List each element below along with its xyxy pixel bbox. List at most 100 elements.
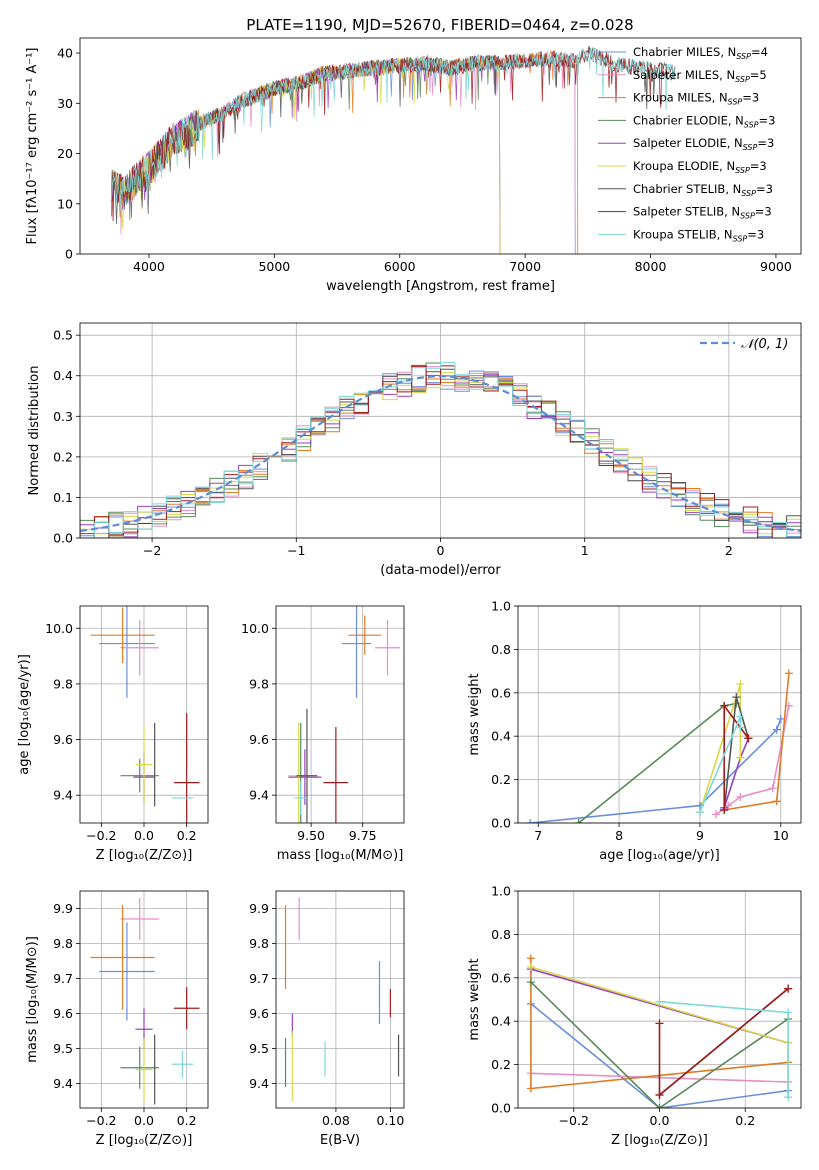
y-tick-label: 0.1	[53, 490, 73, 505]
plot-area	[284, 898, 400, 1101]
mass-weight-marker	[732, 693, 741, 702]
error-bar-point	[120, 898, 159, 940]
axes-frame	[517, 605, 802, 824]
y-tick-label: 0.0	[53, 531, 73, 546]
y-tick-label: 0.2	[491, 1057, 511, 1072]
error-bar-point	[375, 619, 400, 676]
mass-weight-marker	[712, 810, 721, 819]
error-bar-point	[288, 749, 322, 805]
plot-area	[90, 606, 200, 823]
legend-label: Kroupa MILES, NSSP=3	[633, 91, 759, 107]
x-tick-label: 1	[581, 543, 589, 558]
legend-label-suffix: =3	[755, 205, 772, 219]
legend-label-text: Chabrier ELODIE, N	[633, 113, 744, 127]
mass-weight-marker	[720, 701, 729, 710]
x-tick-label: 9.75	[349, 828, 377, 843]
plot-area	[526, 954, 793, 1108]
y-tick-label: 0.2	[53, 449, 73, 464]
legend-label-suffix: =3	[756, 182, 773, 196]
y-tick-label: 1.0	[491, 599, 511, 614]
x-tick-label: −0.2	[86, 1113, 116, 1128]
mass-weight-marker	[772, 725, 781, 734]
error-bar-point	[323, 727, 349, 823]
axes-frame	[275, 890, 405, 1109]
figure-title: PLATE=1190, MJD=52670, FIBERID=0464, z=0…	[246, 16, 633, 34]
plot-area	[90, 898, 200, 1105]
legend-label-suffix: =3	[742, 91, 759, 105]
y-tick-label: 0.5	[53, 328, 73, 343]
legend-label: Salpeter ELODIE, NSSP=3	[633, 136, 774, 152]
spectrum-panel: 4000 5000 6000 7000 8000 9000 0 10 20 30 40 wavelen…	[25, 37, 802, 294]
age-vs-Z-panel: −0.2 0.0 0.2 9.4 9.6 9.8 10.0 Z [log₁₀(Z/Z⊙)] ag…	[17, 605, 209, 863]
error-bar-point	[120, 619, 159, 676]
y-axis-label: age [log₁₀(age/yr)]	[17, 654, 32, 775]
axes-frame	[517, 890, 802, 1109]
y-axis-label: mass [log₁₀(M/M⊙)]	[25, 936, 40, 1063]
mass-weight-marker	[526, 978, 535, 987]
legend-label: Chabrier STELIB, NSSP=3	[633, 182, 773, 198]
mass-weight-line	[699, 683, 742, 813]
mass-weight-marker	[776, 714, 785, 723]
spectrum-line	[110, 50, 579, 254]
y-tick-label: 9.4	[53, 788, 73, 803]
x-tick-label: 0.10	[376, 1113, 404, 1128]
x-tick-label: 0.2	[177, 1113, 197, 1128]
x-tick-label: 9.50	[297, 828, 325, 843]
legend-label-text: Salpeter MILES, N	[633, 68, 735, 82]
y-tick-label: 0.8	[491, 927, 511, 942]
y-tick-label: 0.4	[491, 729, 511, 744]
y-tick-label: 0.8	[491, 642, 511, 657]
error-bar-point	[342, 606, 371, 698]
mass-weight-marker	[526, 954, 535, 963]
x-axis-label: Z [log₁₀(Z/Z⊙)]	[611, 1133, 708, 1148]
legend-label: Salpeter STELIB, NSSP=3	[633, 205, 772, 221]
x-axis-label: Z [log₁₀(Z/Z⊙)]	[96, 848, 193, 863]
error-bar-point	[294, 781, 307, 815]
mass-weight-vs-age-panel: 7 8 9 10 0.0 0.2 0.4 0.6 0.8 1.0 age [log₁₀(age/yr…	[467, 599, 802, 863]
x-tick-label: 0.2	[735, 1113, 755, 1128]
legend-label-sub: SSP	[743, 143, 758, 152]
mass-weight-marker	[744, 734, 753, 743]
x-tick-label: 0.0	[134, 828, 154, 843]
x-tick-label: 4000	[133, 259, 165, 274]
y-tick-label: 40	[57, 46, 73, 61]
plot-area	[288, 606, 400, 823]
mass-weight-marker	[526, 962, 535, 971]
legend-label-sub: SSP	[735, 166, 750, 175]
legend-label-text: Chabrier STELIB, N	[633, 182, 741, 196]
y-tick-label: 20	[57, 146, 73, 161]
plot-area	[526, 669, 793, 823]
mass-weight-marker	[784, 669, 793, 678]
mass-weight-marker	[574, 819, 583, 823]
mass-weight-marker	[736, 792, 745, 801]
legend-label-sub: SSP	[744, 120, 759, 129]
x-axis-label: (data-model)/error	[380, 563, 501, 578]
mass-weight-line	[578, 702, 737, 823]
x-tick-label: 0.0	[134, 1113, 154, 1128]
mass-weight-marker	[526, 819, 535, 823]
x-tick-label: 10	[773, 828, 789, 843]
y-tick-label: 9.7	[249, 971, 269, 986]
x-tick-label: 0.0	[650, 1113, 670, 1128]
grid-lines	[518, 605, 801, 824]
x-tick-label: 9	[696, 828, 704, 843]
legend-label-suffix: =5	[750, 68, 767, 82]
error-bar-point	[348, 615, 382, 655]
error-bar-point	[173, 713, 200, 823]
error-bar-point	[90, 905, 155, 1010]
plot-area	[110, 45, 676, 254]
x-tick-label: −0.2	[86, 828, 116, 843]
y-tick-label: 10	[57, 196, 73, 211]
mass-weight-line	[530, 718, 782, 823]
x-tick-label: 0.2	[177, 828, 197, 843]
mass-weight-marker	[768, 784, 777, 793]
y-tick-label: 0.0	[491, 1101, 511, 1116]
mass-weight-marker	[720, 805, 729, 814]
error-bar-point	[296, 708, 318, 823]
legend-label-suffix: =3	[757, 136, 774, 150]
axes-frame	[79, 890, 209, 1109]
y-tick-label: 9.8	[53, 676, 73, 691]
y-tick-label: 9.6	[249, 1006, 269, 1021]
y-tick-label: 9.6	[249, 732, 269, 747]
